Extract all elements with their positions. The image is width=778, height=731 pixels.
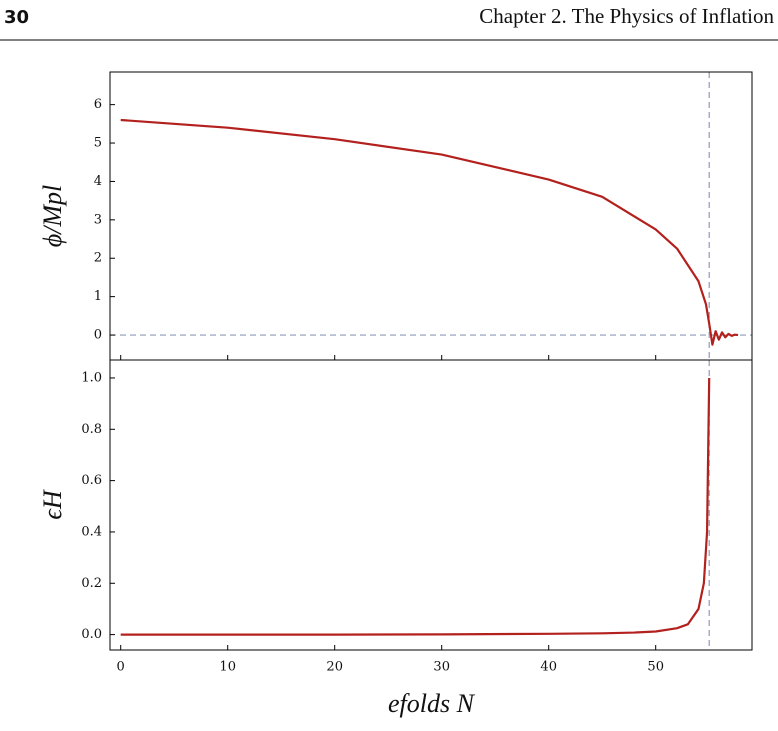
- x-tick-label: 50: [647, 660, 664, 675]
- y-tick-label: 5: [94, 136, 102, 151]
- y-tick-label: 0.0: [81, 627, 102, 642]
- y-tick-label: 2: [94, 251, 102, 266]
- y-tick-label: 0.8: [81, 422, 102, 437]
- x-axis-label: efolds N: [388, 689, 476, 718]
- x-tick-label: 10: [219, 660, 236, 675]
- y-tick-label: 0: [94, 328, 102, 343]
- plot-frame: [109, 71, 753, 361]
- running-head: Chapter 2. The Physics of Inflation: [479, 4, 774, 28]
- data-line: [120, 377, 711, 636]
- y-tick-label: 0.4: [81, 524, 102, 539]
- x-tick-label: 40: [540, 660, 557, 675]
- y-tick-label: 3: [94, 212, 102, 227]
- x-tick-label: 0: [117, 660, 125, 675]
- data-line: [120, 118, 739, 346]
- y-tick-label: 1: [94, 289, 102, 304]
- x-tick-label: 30: [433, 660, 450, 675]
- x-tick-label: 20: [326, 660, 343, 675]
- y-tick-label: 1.0: [81, 370, 102, 385]
- y-tick-label: 6: [94, 97, 102, 112]
- y-axis-label: ϕ/Mpl: [38, 185, 67, 248]
- y-tick-label: 0.2: [81, 576, 102, 591]
- y-axis-label: ϵH: [38, 489, 67, 519]
- page-number: 30: [4, 7, 29, 28]
- y-tick-label: 4: [94, 174, 102, 189]
- y-tick-label: 0.6: [81, 473, 102, 488]
- plot-frame: [109, 359, 753, 651]
